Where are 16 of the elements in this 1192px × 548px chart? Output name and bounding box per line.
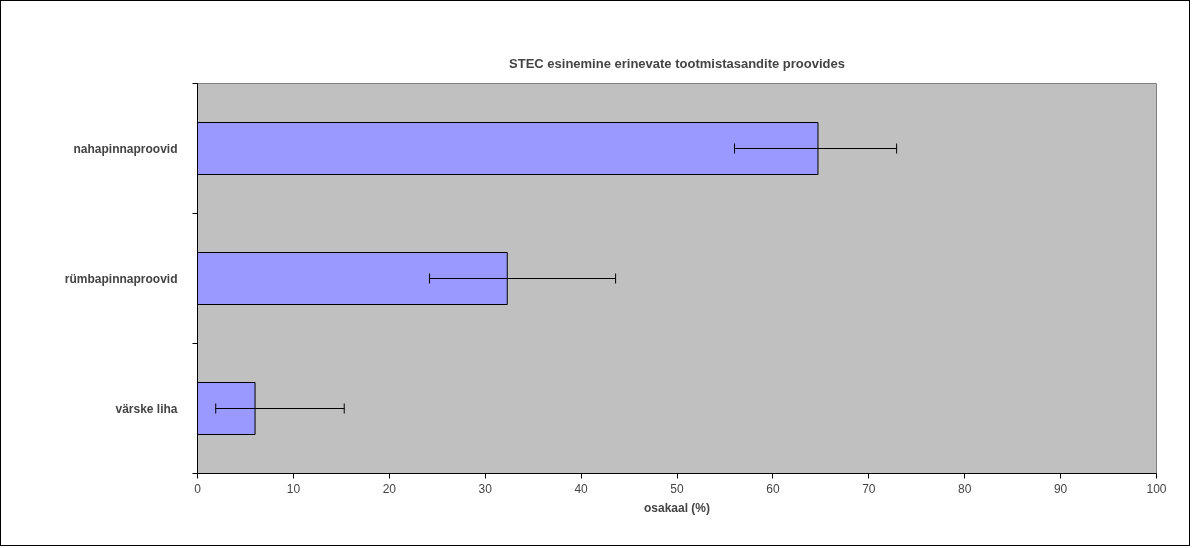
x-tick-label: 30 xyxy=(478,481,493,496)
x-tick-label: 40 xyxy=(574,481,589,496)
chart-title: STEC esinemine erinevate tootmistasandite proovides xyxy=(509,56,845,71)
x-tick-label: 80 xyxy=(958,481,972,496)
x-tick-label: 10 xyxy=(286,481,301,496)
y-tick-label: rümbapinnaproovid xyxy=(64,271,178,286)
x-axis-title: osakaal (%) xyxy=(643,500,711,515)
x-tick-label: 60 xyxy=(766,481,780,496)
x-tick-label: 90 xyxy=(1053,481,1068,496)
x-tick-label: 20 xyxy=(382,481,397,496)
x-tick-label: 100 xyxy=(1146,481,1167,496)
x-tick-label: 50 xyxy=(670,481,684,496)
x-tick-label: 0 xyxy=(194,481,202,496)
y-tick-label: nahapinnaproovid xyxy=(73,141,178,156)
x-tick-label: 70 xyxy=(862,481,876,496)
y-tick-label: värske liha xyxy=(115,401,178,416)
